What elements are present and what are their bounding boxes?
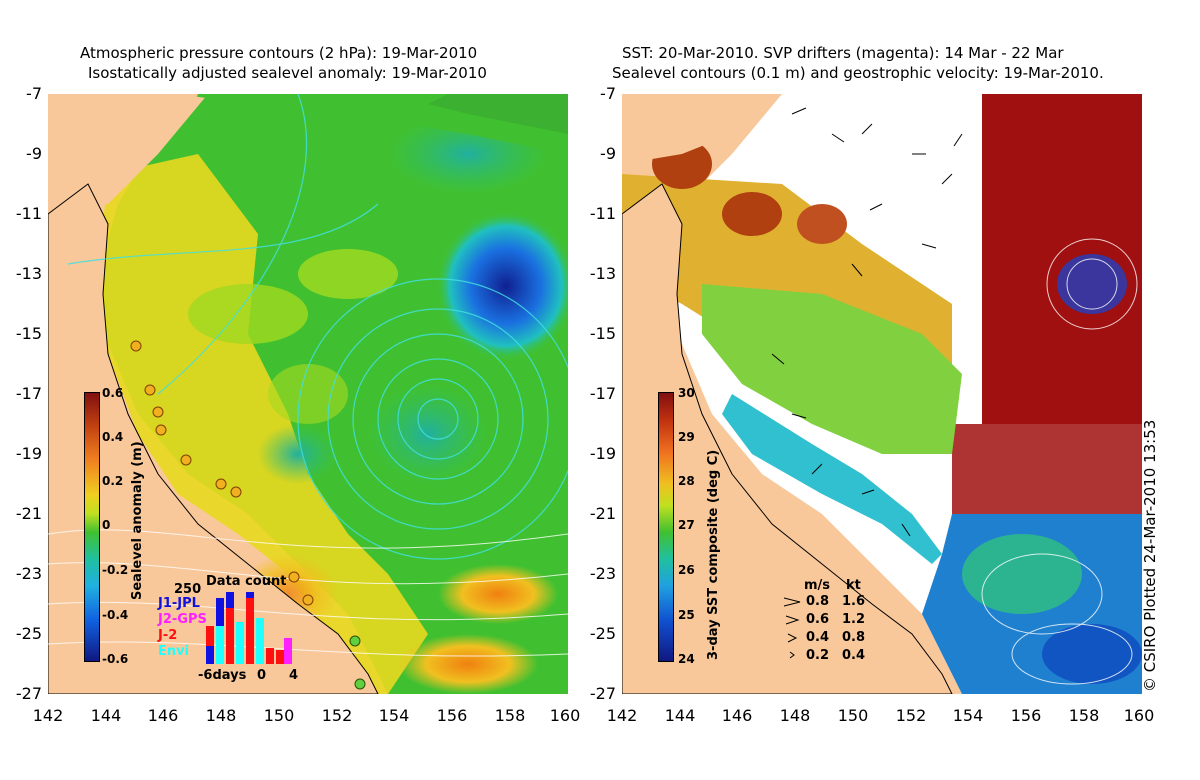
inset-x-label: -6days: [198, 668, 247, 683]
sst-colorbar: [658, 392, 674, 662]
x-tick: 152: [895, 706, 927, 725]
colorbar-tick: 0.4: [102, 430, 124, 444]
y-tick: -27: [589, 684, 616, 703]
sst-map: [622, 94, 1142, 694]
y-tick: -15: [15, 324, 42, 343]
velocity-ms: 0.6: [806, 612, 830, 627]
left-title-line2: Isostatically adjusted sealevel anomaly:…: [88, 64, 487, 82]
y-tick: -11: [589, 204, 616, 223]
inset-x-label: 0: [257, 668, 267, 683]
sst-colorbar-label: 3-day SST composite (deg C): [706, 449, 721, 660]
sealevel-anomaly-map: [48, 94, 568, 694]
colorbar-tick: 28: [678, 474, 695, 488]
colorbar-tick: -0.4: [102, 608, 129, 622]
inset-series-j-2: J-2: [158, 628, 178, 643]
y-tick: -25: [589, 624, 616, 643]
x-tick: 146: [721, 706, 753, 725]
colorbar-tick: 0: [102, 518, 111, 532]
y-tick: -21: [589, 504, 616, 523]
x-tick: 158: [494, 706, 526, 725]
velocity-unit-kt: kt: [846, 578, 861, 593]
velocity-kt: 0.4: [842, 648, 866, 663]
velocity-ms: 0.4: [806, 630, 830, 645]
x-tick: 144: [90, 706, 122, 725]
colorbar-tick: 0.6: [102, 386, 124, 400]
x-tick: 148: [205, 706, 237, 725]
y-tick: -25: [15, 624, 42, 643]
left-title-line1: Atmospheric pressure contours (2 hPa): 1…: [80, 44, 478, 62]
y-tick: -9: [26, 144, 42, 163]
y-tick: -23: [15, 564, 42, 583]
y-tick: -9: [600, 144, 616, 163]
y-tick: -19: [15, 444, 42, 463]
colorbar-tick: 27: [678, 518, 695, 532]
velocity-unit-ms: m/s: [804, 578, 831, 593]
colorbar-tick: -0.2: [102, 563, 129, 577]
inset-title: Data count: [206, 574, 287, 589]
csiro-stamp: © CSIRO Plotted 24-Mar-2010 13:53: [1141, 419, 1159, 692]
colorbar-tick: 26: [678, 563, 695, 577]
velocity-arrows: [783, 597, 801, 659]
y-tick: -27: [15, 684, 42, 703]
x-tick: 158: [1068, 706, 1100, 725]
x-tick: 148: [779, 706, 811, 725]
y-tick: -21: [15, 504, 42, 523]
y-tick: -17: [589, 384, 616, 403]
colorbar-tick: 24: [678, 652, 695, 666]
right-title-line1: SST: 20-Mar-2010. SVP drifters (magenta)…: [622, 44, 1064, 62]
colorbar-tick: 0.2: [102, 474, 124, 488]
y-tick: -13: [589, 264, 616, 283]
y-tick: -7: [26, 84, 42, 103]
velocity-ms: 0.8: [806, 594, 830, 609]
y-tick: -15: [589, 324, 616, 343]
colorbar-tick: 25: [678, 608, 695, 622]
y-tick: -7: [600, 84, 616, 103]
velocity-kt: 1.2: [842, 612, 866, 627]
y-tick: -17: [15, 384, 42, 403]
y-tick: -23: [589, 564, 616, 583]
sealevel-colorbar: [84, 392, 100, 662]
velocity-kt: 0.8: [842, 630, 866, 645]
y-tick: -13: [15, 264, 42, 283]
x-tick: 156: [436, 706, 468, 725]
x-tick: 142: [606, 706, 638, 725]
colorbar-tick: 30: [678, 386, 695, 400]
x-tick: 160: [1123, 706, 1155, 725]
x-tick: 144: [664, 706, 696, 725]
velocity-kt: 1.6: [842, 594, 866, 609]
x-tick: 154: [952, 706, 984, 725]
x-tick: 142: [32, 706, 64, 725]
velocity-ms: 0.2: [806, 648, 830, 663]
inset-bars: [206, 592, 292, 664]
inset-x-label: 4: [289, 668, 299, 683]
colorbar-tick: -0.6: [102, 652, 129, 666]
inset-series-j2: J2-GPS: [158, 612, 207, 627]
inset-series-j1: J1-JPL: [158, 596, 200, 611]
sealevel-colorbar-label: Sealevel anomaly (m): [130, 441, 145, 600]
inset-max-label: 250: [174, 582, 202, 597]
x-tick: 154: [378, 706, 410, 725]
y-tick: -19: [589, 444, 616, 463]
x-tick: 150: [837, 706, 869, 725]
colorbar-tick: 29: [678, 430, 695, 444]
x-tick: 146: [147, 706, 179, 725]
y-tick: -11: [15, 204, 42, 223]
x-tick: 160: [549, 706, 581, 725]
inset-series-envi: Envi: [158, 644, 190, 659]
x-tick: 156: [1010, 706, 1042, 725]
x-tick: 152: [321, 706, 353, 725]
x-tick: 150: [263, 706, 295, 725]
right-title-line2: Sealevel contours (0.1 m) and geostrophi…: [612, 64, 1104, 82]
